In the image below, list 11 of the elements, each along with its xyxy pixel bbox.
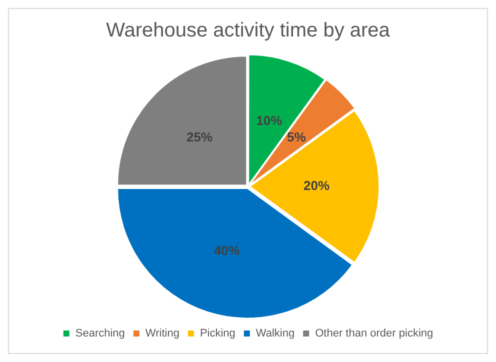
legend-label: Picking (200, 328, 236, 340)
legend-label: Searching (75, 328, 125, 340)
data-label: 40% (214, 243, 240, 258)
data-label: 5% (287, 130, 306, 145)
legend-label: Other than order picking (315, 328, 434, 340)
data-label: 25% (186, 130, 214, 145)
data-label: 20% (303, 178, 330, 194)
legend-label: Walking (256, 328, 295, 340)
legend-label: Writing (145, 328, 180, 340)
chart-title: Warehouse activity time by area (106, 20, 391, 42)
data-label: 10% (256, 112, 283, 128)
